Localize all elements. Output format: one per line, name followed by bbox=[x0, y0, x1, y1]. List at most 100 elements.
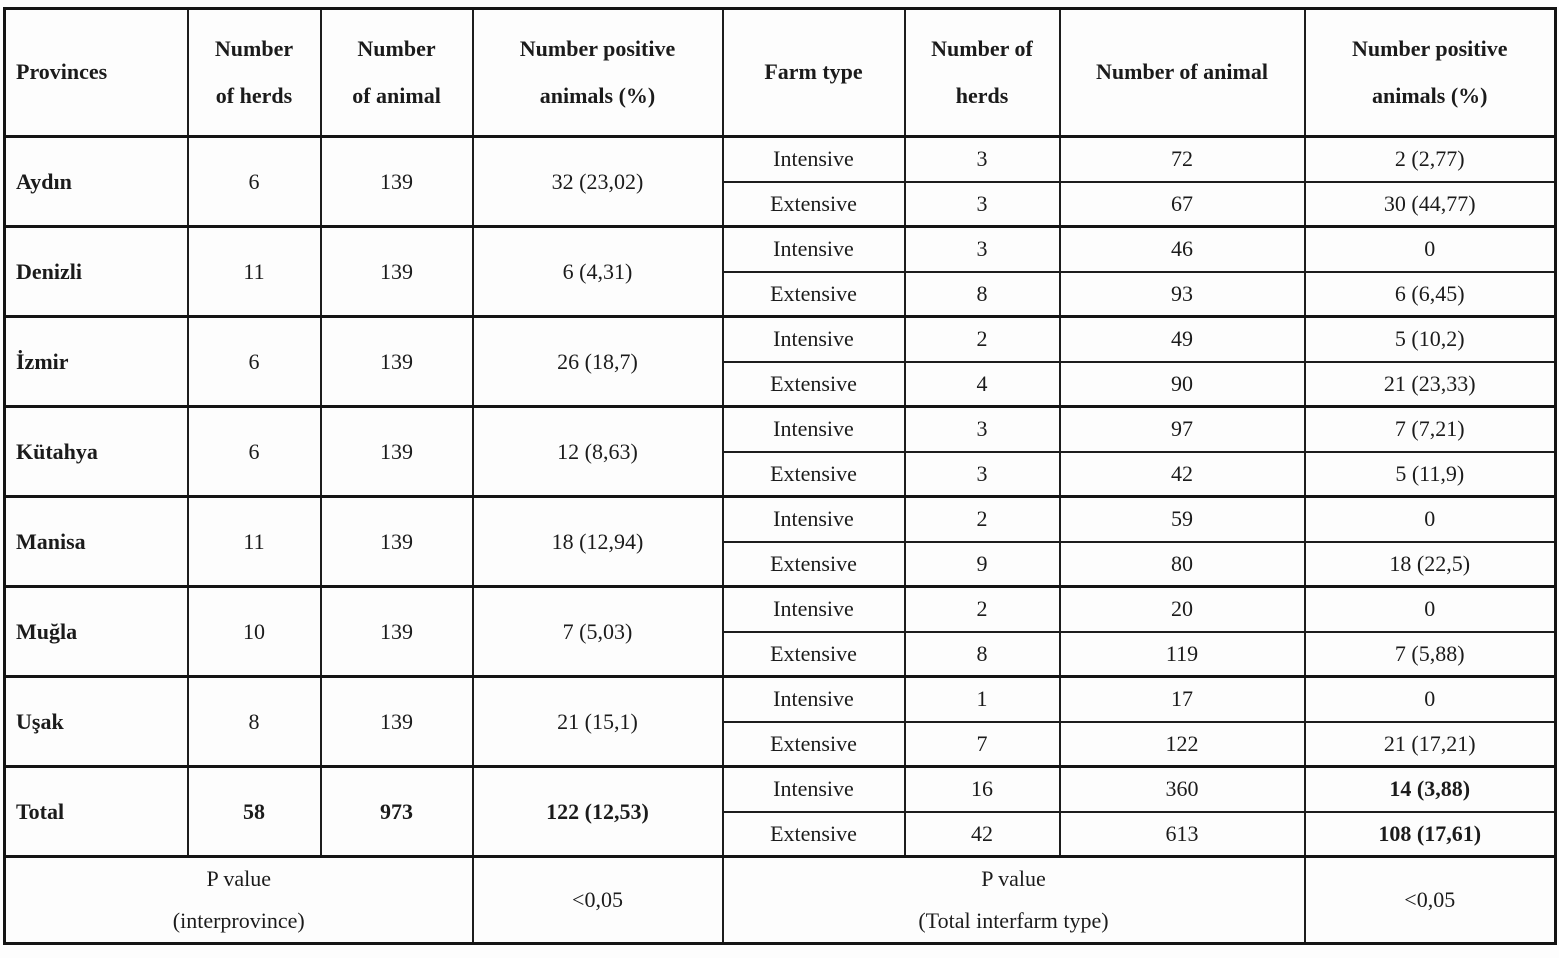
farm-positive-cell: 6 (6,45) bbox=[1303, 270, 1557, 318]
header-right-herds: Number of herds bbox=[903, 7, 1061, 138]
farm-positive-cell: 5 (10,2) bbox=[1303, 315, 1557, 363]
farm-animals-cell: 119 bbox=[1058, 630, 1306, 678]
farm-subrow: Extensive 8 93 6 (6,45) bbox=[5, 270, 1557, 318]
farm-animals-cell: 17 bbox=[1058, 675, 1306, 723]
header-farm-type: Farm type bbox=[721, 7, 906, 138]
province-row-denizli: Denizli 11 139 6 (4,31) Intensive 3 46 0 bbox=[3, 225, 1557, 318]
province-cell: İzmir bbox=[3, 315, 189, 408]
farm-subrow: Extensive 3 42 5 (11,9) bbox=[5, 450, 1557, 498]
farm-positive-cell: 108 (17,61) bbox=[1303, 810, 1557, 858]
farm-subrow: Extensive 8 119 7 (5,88) bbox=[5, 630, 1557, 678]
prevalence-table: Provinces Number of herds Number of anim… bbox=[3, 7, 1557, 945]
farm-type-cell: Extensive bbox=[721, 630, 906, 678]
farm-positive-cell: 14 (3,88) bbox=[1303, 765, 1557, 813]
province-herds-cell: 6 bbox=[186, 405, 322, 498]
p-value-interfarm-label: P value (Total interfarm type) bbox=[721, 855, 1306, 945]
header-left-positive: Number positive animals (%) bbox=[471, 7, 724, 138]
farm-subrow: Extensive 42 613 108 (17,61) bbox=[5, 810, 1557, 858]
header-left-animals: Number of animal bbox=[319, 7, 474, 138]
province-animals-cell: 139 bbox=[319, 675, 474, 768]
farm-positive-cell: 18 (22,5) bbox=[1303, 540, 1557, 588]
header-provinces: Provinces bbox=[3, 7, 189, 138]
farm-herds-cell: 3 bbox=[903, 135, 1061, 183]
farm-positive-cell: 0 bbox=[1303, 225, 1557, 273]
province-positive-cell: 21 (15,1) bbox=[471, 675, 724, 768]
farm-positive-cell: 2 (2,77) bbox=[1303, 135, 1557, 183]
p-value-interprovince-label: P value (interprovince) bbox=[3, 855, 474, 945]
farm-type-cell: Intensive bbox=[721, 135, 906, 183]
header-right-animals: Number of animal bbox=[1058, 7, 1306, 138]
province-cell: Denizli bbox=[3, 225, 189, 318]
farm-animals-cell: 46 bbox=[1058, 225, 1306, 273]
farm-positive-cell: 0 bbox=[1303, 495, 1557, 543]
province-cell: Uşak bbox=[3, 675, 189, 768]
header-right-positive: Number positive animals (%) bbox=[1303, 7, 1557, 138]
farm-positive-cell: 30 (44,77) bbox=[1303, 180, 1557, 228]
total-animals-cell: 973 bbox=[319, 765, 474, 858]
province-positive-cell: 7 (5,03) bbox=[471, 585, 724, 678]
farm-herds-cell: 9 bbox=[903, 540, 1061, 588]
header-row: Provinces Number of herds Number of anim… bbox=[3, 7, 1557, 138]
farm-herds-cell: 8 bbox=[903, 630, 1061, 678]
farm-herds-cell: 7 bbox=[903, 720, 1061, 768]
farm-positive-cell: 7 (7,21) bbox=[1303, 405, 1557, 453]
province-animals-cell: 139 bbox=[319, 225, 474, 318]
farm-type-cell: Intensive bbox=[721, 225, 906, 273]
province-row-aydin: Aydın 6 139 32 (23,02) Intensive 3 72 2 … bbox=[3, 135, 1557, 228]
farm-positive-cell: 7 (5,88) bbox=[1303, 630, 1557, 678]
province-positive-cell: 32 (23,02) bbox=[471, 135, 724, 228]
farm-animals-cell: 20 bbox=[1058, 585, 1306, 633]
farm-animals-cell: 67 bbox=[1058, 180, 1306, 228]
farm-type-cell: Extensive bbox=[721, 270, 906, 318]
farm-herds-cell: 16 bbox=[903, 765, 1061, 813]
farm-subrow: Extensive 3 67 30 (44,77) bbox=[5, 180, 1557, 228]
total-row: Total 58 973 122 (12,53) Intensive 16 36… bbox=[3, 765, 1557, 858]
farm-type-cell: Extensive bbox=[721, 180, 906, 228]
farm-type-cell: Extensive bbox=[721, 810, 906, 858]
farm-animals-cell: 97 bbox=[1058, 405, 1306, 453]
p-value-row: P value (interprovince) <0,05 P value (T… bbox=[3, 855, 1557, 945]
province-animals-cell: 139 bbox=[319, 495, 474, 588]
farm-animals-cell: 80 bbox=[1058, 540, 1306, 588]
province-row-izmir: İzmir 6 139 26 (18,7) Intensive 2 49 5 (… bbox=[3, 315, 1557, 408]
province-animals-cell: 139 bbox=[319, 585, 474, 678]
province-row-kutahya: Kütahya 6 139 12 (8,63) Intensive 3 97 7… bbox=[3, 405, 1557, 498]
province-herds-cell: 6 bbox=[186, 135, 322, 228]
province-cell: Kütahya bbox=[3, 405, 189, 498]
farm-herds-cell: 3 bbox=[903, 225, 1061, 273]
farm-type-cell: Intensive bbox=[721, 585, 906, 633]
farm-herds-cell: 3 bbox=[903, 450, 1061, 498]
province-row-usak: Uşak 8 139 21 (15,1) Intensive 1 17 0 bbox=[3, 675, 1557, 768]
farm-subrow: Extensive 4 90 21 (23,33) bbox=[5, 360, 1557, 408]
farm-positive-cell: 21 (23,33) bbox=[1303, 360, 1557, 408]
province-herds-cell: 11 bbox=[186, 495, 322, 588]
farm-positive-cell: 0 bbox=[1303, 675, 1557, 723]
farm-type-cell: Intensive bbox=[721, 405, 906, 453]
farm-animals-cell: 72 bbox=[1058, 135, 1306, 183]
province-herds-cell: 8 bbox=[186, 675, 322, 768]
farm-subrow: Extensive 7 122 21 (17,21) bbox=[5, 720, 1557, 768]
farm-herds-cell: 2 bbox=[903, 495, 1061, 543]
farm-animals-cell: 613 bbox=[1058, 810, 1306, 858]
province-herds-cell: 6 bbox=[186, 315, 322, 408]
total-positive-cell: 122 (12,53) bbox=[471, 765, 724, 858]
farm-type-cell: Intensive bbox=[721, 675, 906, 723]
header-left-herds: Number of herds bbox=[186, 7, 322, 138]
farm-herds-cell: 2 bbox=[903, 585, 1061, 633]
province-positive-cell: 12 (8,63) bbox=[471, 405, 724, 498]
p-value-interfarm-value: <0,05 bbox=[1303, 855, 1557, 945]
farm-type-cell: Extensive bbox=[721, 360, 906, 408]
total-herds-cell: 58 bbox=[186, 765, 322, 858]
farm-type-cell: Intensive bbox=[721, 765, 906, 813]
farm-animals-cell: 360 bbox=[1058, 765, 1306, 813]
province-herds-cell: 10 bbox=[186, 585, 322, 678]
farm-herds-cell: 3 bbox=[903, 180, 1061, 228]
total-label-cell: Total bbox=[3, 765, 189, 858]
farm-herds-cell: 4 bbox=[903, 360, 1061, 408]
farm-animals-cell: 93 bbox=[1058, 270, 1306, 318]
p-value-interprovince-value: <0,05 bbox=[471, 855, 724, 945]
farm-type-cell: Intensive bbox=[721, 315, 906, 363]
farm-herds-cell: 42 bbox=[903, 810, 1061, 858]
farm-herds-cell: 1 bbox=[903, 675, 1061, 723]
